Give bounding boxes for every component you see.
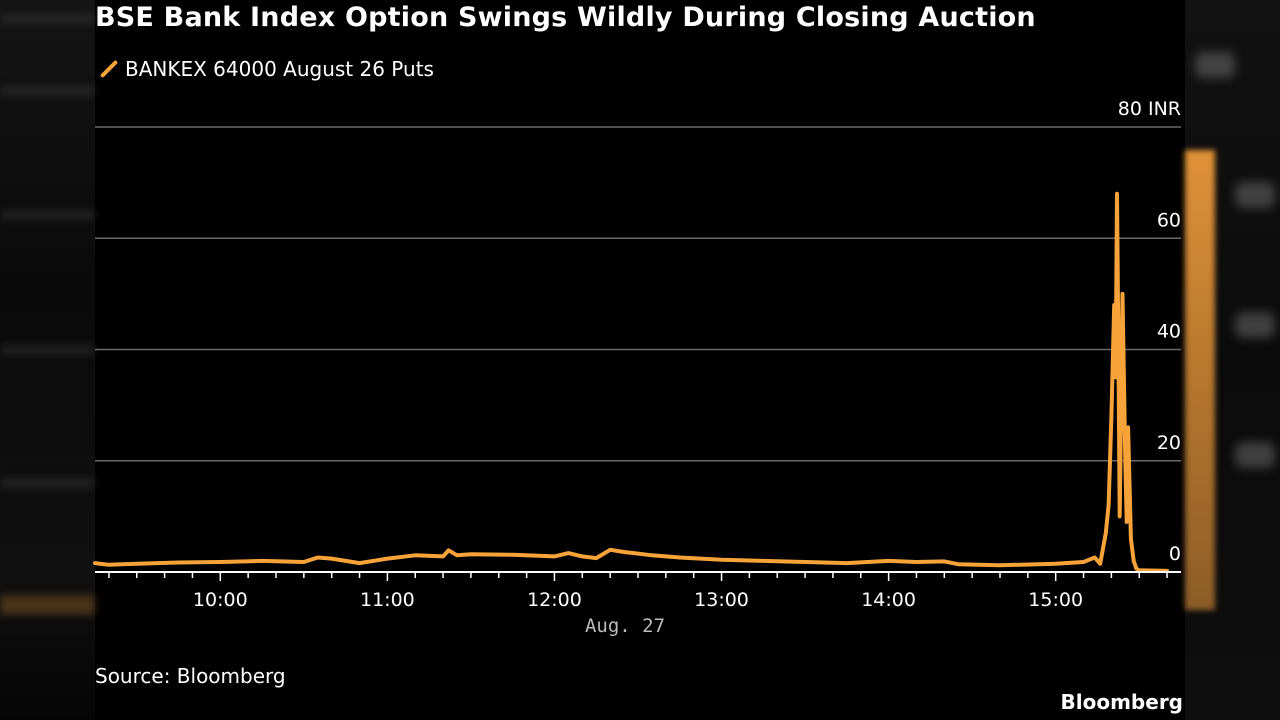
background-chip	[1235, 442, 1275, 468]
bloomberg-logo: Bloomberg	[1060, 690, 1183, 714]
x-date-label: Aug. 27	[585, 615, 665, 637]
x-tick-label: 10:00	[193, 589, 248, 611]
y-tick-label: 0	[1169, 543, 1181, 565]
background-blur-strip	[0, 345, 95, 355]
axis-labels: 0 20 40 60 80 INR 10:00 11:00 12:00 13:00 14:00 15…	[193, 98, 1181, 637]
background-blur-strip	[0, 210, 95, 220]
background-left-panel	[0, 0, 95, 720]
background-chip	[1235, 182, 1275, 208]
x-tick-label: 15:00	[1028, 589, 1083, 611]
background-glow	[1185, 150, 1215, 610]
x-tick-label: 11:00	[360, 589, 415, 611]
y-tick-label: 40	[1157, 321, 1181, 343]
chart-legend: BANKEX 64000 August 26 Puts	[95, 56, 434, 82]
x-tick-label: 13:00	[694, 589, 749, 611]
series-layer	[93, 191, 1170, 573]
series-line	[93, 191, 1170, 573]
x-axis	[95, 571, 1181, 581]
chart-title: BSE Bank Index Option Swings Wildly Duri…	[95, 2, 1036, 33]
x-tick-label: 14:00	[861, 589, 916, 611]
background-blur-strip	[0, 478, 95, 488]
y-tick-label: 20	[1157, 432, 1181, 454]
source-note: Source: Bloomberg	[95, 664, 286, 688]
x-tick-label: 12:00	[527, 589, 582, 611]
background-right-panel	[1185, 0, 1280, 720]
background-blur-strip	[0, 86, 95, 96]
gridlines	[95, 126, 1181, 462]
background-chip	[1235, 312, 1275, 338]
background-chip	[1195, 52, 1235, 78]
background-blur-strip	[0, 14, 95, 24]
background-blur-strip	[0, 595, 95, 615]
y-tick-label: 80 INR	[1118, 98, 1181, 120]
legend-label: BANKEX 64000 August 26 Puts	[125, 57, 434, 81]
y-tick-label: 60	[1157, 209, 1181, 231]
